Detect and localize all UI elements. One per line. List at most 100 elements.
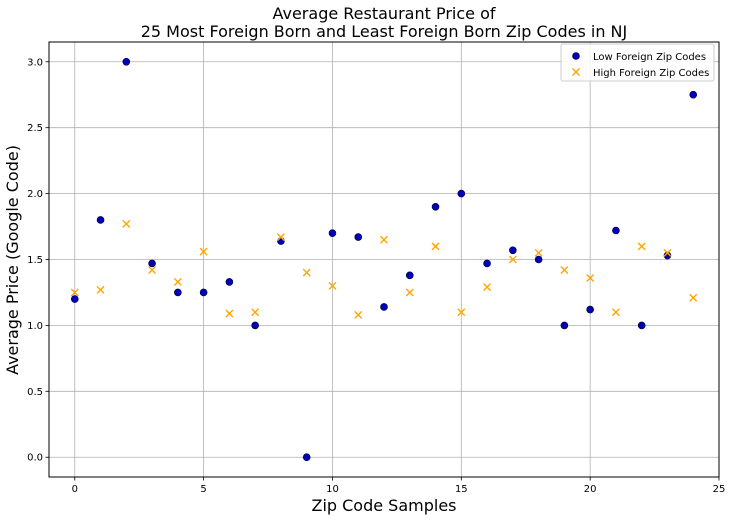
high-foreign-point bbox=[380, 235, 388, 244]
low-foreign-point bbox=[96, 216, 105, 224]
low-foreign-point bbox=[122, 57, 131, 66]
high-foreign-point-stroke bbox=[199, 247, 208, 256]
high-foreign-point-stroke bbox=[302, 268, 311, 277]
low-foreign-point bbox=[405, 271, 414, 280]
legend-box bbox=[560, 43, 715, 82]
high-foreign-point-stroke bbox=[251, 308, 260, 317]
high-foreign-point-stroke bbox=[70, 288, 79, 297]
low-foreign-point bbox=[199, 288, 208, 297]
high-foreign-point-stroke bbox=[148, 266, 157, 275]
high-foreign-point-stroke bbox=[96, 285, 105, 294]
low-foreign-point bbox=[225, 278, 234, 286]
plot-area-frame bbox=[48, 41, 720, 478]
low-foreign-point bbox=[380, 303, 388, 311]
x-tick-label: 15 bbox=[455, 484, 468, 495]
high-foreign-point-stroke bbox=[354, 310, 363, 319]
high-foreign-point-stroke bbox=[431, 242, 440, 251]
low-foreign-point bbox=[586, 305, 594, 314]
high-foreign-point bbox=[611, 308, 620, 317]
low-foreign-point bbox=[534, 255, 543, 264]
high-foreign-point bbox=[508, 255, 517, 264]
x-tick-label: 25 bbox=[713, 484, 726, 495]
data-points bbox=[70, 57, 698, 462]
chart-title-line-2: 25 Most Foreign Born and Least Foreign B… bbox=[141, 22, 628, 41]
high-foreign-point-stroke bbox=[534, 248, 543, 257]
high-foreign-point-stroke bbox=[586, 273, 595, 282]
high-foreign-point-stroke bbox=[225, 309, 234, 318]
high-foreign-point bbox=[70, 288, 79, 297]
low-foreign-point bbox=[483, 259, 491, 268]
x-tick-label: 10 bbox=[326, 484, 339, 495]
high-foreign-point-stroke bbox=[122, 219, 131, 228]
low-foreign-point bbox=[302, 453, 311, 462]
low-foreign-point bbox=[251, 321, 259, 330]
low-foreign-point bbox=[457, 189, 466, 198]
y-tick-label: 3.0 bbox=[27, 57, 43, 68]
high-foreign-point bbox=[560, 266, 569, 275]
high-foreign-point bbox=[148, 266, 157, 275]
y-tick-label: 2.0 bbox=[27, 189, 43, 200]
high-foreign-point bbox=[354, 310, 363, 319]
high-foreign-point bbox=[663, 248, 672, 257]
x-tick-label: 5 bbox=[200, 484, 206, 495]
low-foreign-point bbox=[70, 295, 79, 303]
legend-label-low-foreign: Low Foreign Zip Codes bbox=[593, 52, 706, 63]
low-foreign-point bbox=[431, 202, 440, 211]
y-tick-label: 0.5 bbox=[27, 387, 43, 398]
low-foreign-point bbox=[328, 229, 337, 237]
high-foreign-point-stroke bbox=[483, 283, 492, 292]
high-foreign-point-stroke bbox=[328, 281, 337, 290]
high-foreign-point bbox=[405, 288, 414, 297]
y-tick-label: 2.5 bbox=[27, 123, 43, 134]
high-foreign-point-stroke bbox=[611, 308, 620, 317]
high-foreign-point bbox=[225, 309, 234, 318]
low-foreign-point bbox=[637, 321, 646, 330]
high-foreign-point bbox=[173, 277, 182, 286]
high-foreign-point-stroke bbox=[637, 242, 646, 251]
high-foreign-point bbox=[96, 285, 105, 294]
high-foreign-point bbox=[457, 308, 466, 317]
high-foreign-point-stroke bbox=[173, 277, 182, 286]
chart-title: Average Restaurant Price of 25 Most Fore… bbox=[141, 4, 628, 41]
y-tick-label: 0.0 bbox=[27, 453, 43, 464]
high-foreign-point-stroke bbox=[457, 308, 466, 317]
low-foreign-point bbox=[148, 259, 156, 268]
high-foreign-point-stroke bbox=[508, 255, 517, 264]
high-foreign-point-stroke bbox=[276, 233, 285, 242]
low-foreign-point bbox=[354, 233, 363, 241]
y-tick-label: 1.5 bbox=[27, 255, 43, 266]
grid bbox=[49, 42, 720, 477]
legend-label-high-foreign: High Foreign Zip Codes bbox=[593, 68, 709, 79]
x-tick-label: 0 bbox=[72, 484, 78, 495]
high-foreign-point bbox=[251, 308, 260, 317]
low-foreign-point bbox=[174, 288, 182, 297]
legend-marker-high-foreign bbox=[572, 68, 580, 76]
high-foreign-point bbox=[302, 268, 311, 277]
low-foreign-point bbox=[560, 321, 569, 330]
high-foreign-point bbox=[637, 242, 646, 251]
high-foreign-point bbox=[199, 247, 208, 256]
y-axis-label: Average Price (Google Code) bbox=[3, 145, 22, 375]
high-foreign-point bbox=[276, 233, 285, 242]
low-foreign-point bbox=[509, 246, 517, 255]
high-foreign-point-stroke bbox=[560, 266, 569, 275]
y-tick-label: 1.0 bbox=[27, 321, 43, 332]
high-foreign-point bbox=[483, 283, 492, 292]
legend: Low Foreign Zip Codes High Foreign Zip C… bbox=[560, 43, 715, 82]
high-foreign-point-stroke bbox=[405, 288, 414, 297]
low-foreign-point bbox=[689, 90, 698, 99]
x-axis-label: Zip Code Samples bbox=[311, 496, 456, 515]
high-foreign-point bbox=[689, 293, 698, 302]
high-foreign-point bbox=[534, 248, 543, 257]
high-foreign-point bbox=[328, 281, 337, 290]
low-foreign-point bbox=[612, 226, 620, 235]
high-foreign-point-stroke bbox=[380, 235, 388, 244]
high-foreign-point-stroke bbox=[663, 248, 672, 257]
axis-ticks: 0 5 10 15 20 25 0.0 0.5 1.0 1.5 2.0 2.5 3.0 bbox=[27, 57, 725, 495]
chart-title-line-1: Average Restaurant Price of bbox=[272, 4, 495, 23]
high-foreign-point bbox=[122, 219, 131, 228]
x-tick-label: 20 bbox=[584, 484, 597, 495]
high-foreign-point bbox=[586, 273, 595, 282]
high-foreign-point bbox=[431, 242, 440, 251]
